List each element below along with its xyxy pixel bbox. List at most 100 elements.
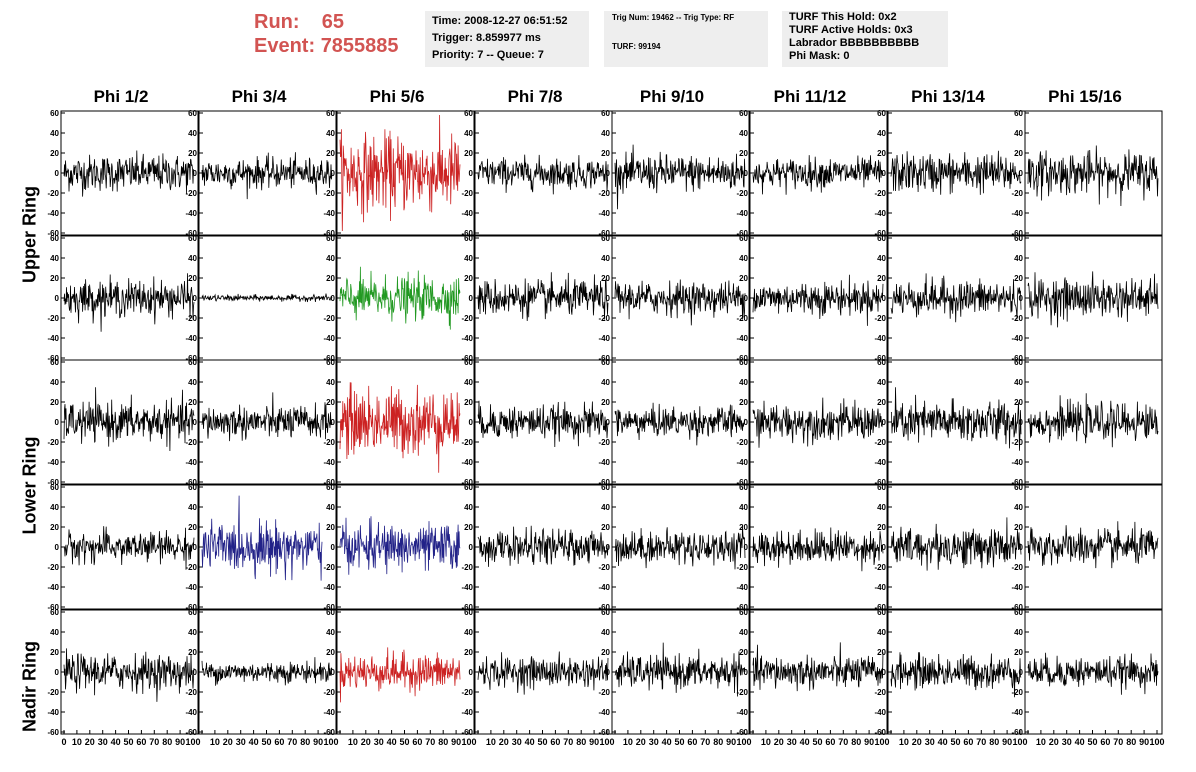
y-tick-label: 0 <box>331 294 336 303</box>
y-tick-label: -40 <box>47 334 59 343</box>
trig-num-info-box: Trig Num: 19462 -- Trig Type: RF TURF: 9… <box>604 11 768 67</box>
y-tick-label: 0 <box>1019 294 1024 303</box>
waveform-trace <box>339 266 461 330</box>
y-tick-label: -40 <box>598 708 610 717</box>
y-tick-label: 60 <box>326 234 335 243</box>
y-tick-label: -20 <box>461 438 473 447</box>
waveform-trace <box>477 651 609 695</box>
y-tick-label: 60 <box>464 358 473 367</box>
y-tick-label: 60 <box>188 608 197 617</box>
y-tick-label: 60 <box>877 109 886 118</box>
y-tick-label: 40 <box>1014 254 1023 263</box>
y-tick-label: 20 <box>464 398 473 407</box>
y-tick-label: 40 <box>877 503 886 512</box>
y-tick-label: 20 <box>601 398 610 407</box>
y-tick-label: -20 <box>47 314 59 323</box>
y-tick-label: -40 <box>874 334 886 343</box>
y-tick-label: -40 <box>461 334 473 343</box>
y-tick-label: 0 <box>331 418 336 427</box>
x-tick-label: 60 <box>274 737 284 747</box>
y-tick-label: 40 <box>464 503 473 512</box>
y-tick-label: 40 <box>1014 503 1023 512</box>
waveform-trace <box>339 516 461 575</box>
y-tick-label: -60 <box>1011 603 1023 612</box>
y-tick-label: 20 <box>326 274 335 283</box>
y-tick-label: 40 <box>739 129 748 138</box>
x-tick-label: 20 <box>223 737 233 747</box>
y-tick-label: -40 <box>461 708 473 717</box>
y-tick-label: 60 <box>326 109 335 118</box>
y-tick-label: -20 <box>598 438 610 447</box>
phi-mask-text: Phi Mask: 0 <box>789 50 850 62</box>
y-tick-label: -40 <box>461 458 473 467</box>
y-tick-label: -20 <box>736 314 748 323</box>
y-tick-label: -60 <box>598 354 610 363</box>
y-tick-label: -60 <box>874 728 886 737</box>
x-tick-label: 40 <box>249 737 259 747</box>
x-tick-label: 50 <box>261 737 271 747</box>
y-tick-label: 0 <box>882 543 887 552</box>
y-tick-label: 40 <box>326 254 335 263</box>
priority-text: Priority: 7 -- Queue: 7 <box>432 49 544 61</box>
y-tick-label: 20 <box>50 648 59 657</box>
x-tick-label: 30 <box>787 737 797 747</box>
y-tick-label: 60 <box>326 483 335 492</box>
y-tick-label: -20 <box>736 688 748 697</box>
x-tick-label: 60 <box>136 737 146 747</box>
y-tick-label: 20 <box>326 648 335 657</box>
waveform-trace <box>890 652 1022 698</box>
y-tick-label: 40 <box>50 129 59 138</box>
y-tick-label: 40 <box>601 628 610 637</box>
y-tick-label: 0 <box>193 294 198 303</box>
y-tick-label: -20 <box>461 563 473 572</box>
y-tick-label: 60 <box>601 358 610 367</box>
waveform-trace <box>201 392 333 442</box>
y-tick-label: 20 <box>326 398 335 407</box>
waveform-trace <box>201 657 333 686</box>
y-tick-label: -60 <box>736 478 748 487</box>
y-tick-label: 0 <box>331 169 336 178</box>
x-tick-label: 30 <box>236 737 246 747</box>
y-tick-label: -60 <box>185 728 197 737</box>
x-tick-label: 10 <box>761 737 771 747</box>
y-tick-label: 40 <box>188 628 197 637</box>
x-tick-label: 90 <box>864 737 874 747</box>
y-tick-label: 60 <box>877 483 886 492</box>
x-tick-label: 20 <box>361 737 371 747</box>
y-tick-label: 20 <box>601 149 610 158</box>
waveform-trace <box>63 526 195 570</box>
y-tick-label: 0 <box>1019 418 1024 427</box>
waveform-trace <box>339 647 461 703</box>
trig-num-text: Trig Num: 19462 -- Trig Type: RF <box>612 13 735 22</box>
x-tick-label: 30 <box>98 737 108 747</box>
waveform-trace <box>1027 393 1159 448</box>
y-tick-label: 40 <box>1014 129 1023 138</box>
y-tick-label: -40 <box>598 583 610 592</box>
y-tick-label: 40 <box>1014 378 1023 387</box>
y-tick-label: -20 <box>461 189 473 198</box>
y-tick-label: -40 <box>736 458 748 467</box>
x-tick-label: 20 <box>774 737 784 747</box>
waveform-trace <box>63 150 195 197</box>
y-tick-label: 0 <box>1019 169 1024 178</box>
y-tick-label: -40 <box>185 458 197 467</box>
y-tick-label: 40 <box>877 254 886 263</box>
y-tick-label: 20 <box>188 274 197 283</box>
y-tick-label: -40 <box>736 334 748 343</box>
y-tick-label: 60 <box>1014 234 1023 243</box>
y-tick-label: -20 <box>185 189 197 198</box>
y-tick-label: -60 <box>874 229 886 238</box>
y-tick-label: -20 <box>323 438 335 447</box>
y-tick-label: -60 <box>461 229 473 238</box>
y-tick-label: 20 <box>464 648 473 657</box>
y-tick-label: 20 <box>464 523 473 532</box>
x-tick-label: 40 <box>525 737 535 747</box>
time-trigger-info-box: Time: 2008-12-27 06:51:52 Trigger: 8.859… <box>425 11 589 67</box>
y-tick-label: 40 <box>601 503 610 512</box>
y-tick-label: -20 <box>1011 314 1023 323</box>
run-value: 65 <box>321 11 345 33</box>
y-tick-label: 40 <box>601 129 610 138</box>
y-tick-label: 0 <box>882 169 887 178</box>
y-tick-label: 60 <box>739 483 748 492</box>
y-tick-label: 40 <box>739 254 748 263</box>
